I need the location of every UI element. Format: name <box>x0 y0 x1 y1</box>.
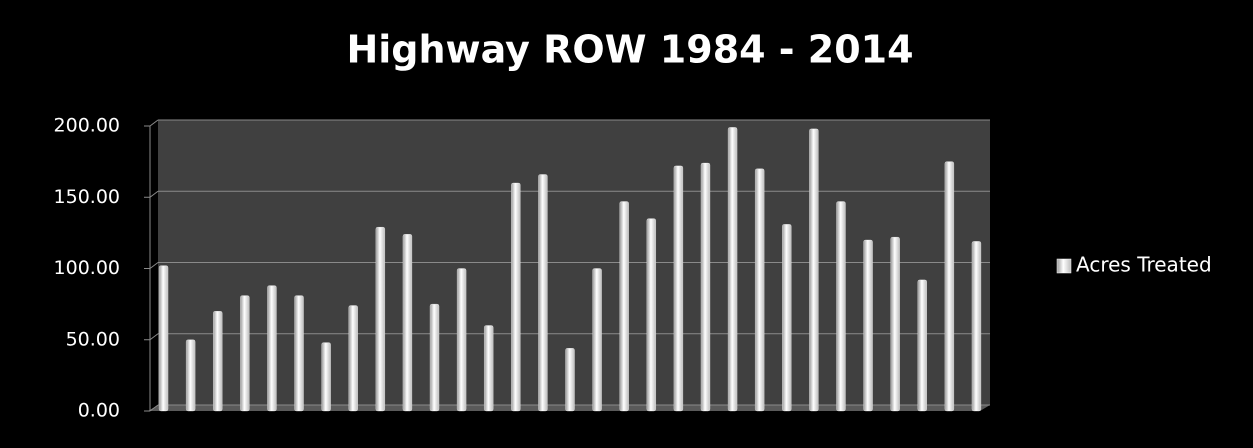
y-tick-label: 0.00 <box>78 400 120 422</box>
bar <box>619 201 629 412</box>
bar <box>809 128 819 412</box>
bar <box>700 162 711 412</box>
y-tick-label: 100.00 <box>54 257 120 279</box>
bar <box>321 342 331 412</box>
bar <box>917 279 927 412</box>
grid-line-depth <box>149 333 159 341</box>
bar <box>213 311 223 412</box>
y-tick-label: 50.00 <box>66 328 120 350</box>
grid-line-depth <box>149 190 159 198</box>
bar <box>511 182 521 412</box>
bar <box>890 236 900 412</box>
bar <box>863 239 873 412</box>
bar <box>836 201 846 412</box>
bar <box>185 339 196 412</box>
grid-line-depth <box>149 404 159 412</box>
bar <box>456 268 467 412</box>
legend-label: Acres Treated <box>1076 253 1212 277</box>
bar <box>782 224 792 412</box>
bar <box>402 234 413 412</box>
bar <box>294 295 304 412</box>
bar <box>565 348 575 412</box>
bar <box>944 161 955 412</box>
bar <box>267 285 277 412</box>
bar <box>755 168 765 412</box>
bar <box>158 265 169 412</box>
bar <box>592 268 602 412</box>
bar <box>429 303 440 412</box>
grid-line-depth <box>149 262 159 269</box>
bar <box>646 218 656 412</box>
y-tick-label: 200.00 <box>54 115 120 137</box>
chart-title: Highway ROW 1984 - 2014 <box>346 28 913 72</box>
y-tick-label: 150.00 <box>54 186 120 208</box>
bar <box>240 295 250 412</box>
grid-line-depth <box>149 119 159 127</box>
bar <box>348 305 358 412</box>
bar <box>538 174 548 412</box>
legend-swatch <box>1056 258 1072 274</box>
bar <box>375 227 385 412</box>
bar <box>673 165 684 412</box>
bar <box>971 241 982 412</box>
bar <box>484 325 494 412</box>
bar <box>727 127 738 412</box>
